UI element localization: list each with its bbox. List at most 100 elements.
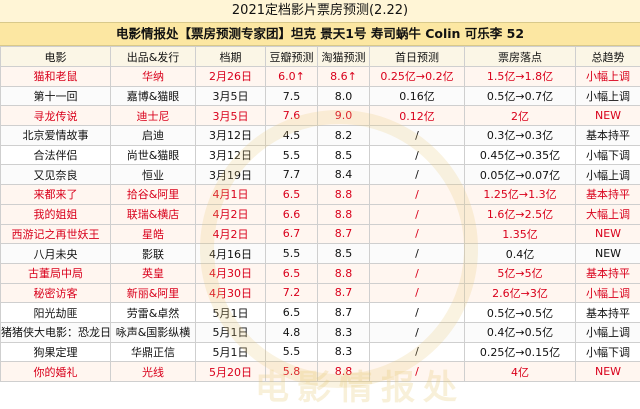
cell-release-date: 3月5日 bbox=[196, 106, 266, 126]
cell-first-day: 0.16亿 bbox=[370, 86, 465, 106]
cell-distributor: 影联 bbox=[111, 244, 196, 264]
cell-distributor: 英皇 bbox=[111, 263, 196, 283]
header-release-date: 档期 bbox=[196, 47, 266, 67]
cell-distributor: 华纳 bbox=[111, 67, 196, 87]
cell-box-office: 0.4亿 bbox=[465, 244, 576, 264]
cell-box-office: 0.3亿→0.3亿 bbox=[465, 126, 576, 146]
cell-trend: 小幅下调 bbox=[576, 145, 640, 165]
cell-box-office: 0.05亿→0.07亿 bbox=[465, 165, 576, 185]
cell-movie: 第十一回 bbox=[1, 86, 111, 106]
cell-movie: 秘密访客 bbox=[1, 283, 111, 303]
cell-douban: 5.8 bbox=[266, 362, 318, 382]
cell-movie: 来都来了 bbox=[1, 185, 111, 205]
cell-first-day: / bbox=[370, 204, 465, 224]
cell-douban: 7.7 bbox=[266, 165, 318, 185]
cell-box-office: 0.45亿→0.35亿 bbox=[465, 145, 576, 165]
header-taomao: 淘猫预测 bbox=[318, 47, 370, 67]
cell-distributor: 咏声&国影纵横 bbox=[111, 322, 196, 342]
cell-taomao: 8.0 bbox=[318, 86, 370, 106]
cell-douban: 4.5 bbox=[266, 126, 318, 146]
cell-first-day: / bbox=[370, 126, 465, 146]
cell-douban: 6.0↑ bbox=[266, 67, 318, 87]
cell-distributor: 拾谷&阿里 bbox=[111, 185, 196, 205]
cell-trend: 小幅上调 bbox=[576, 283, 640, 303]
header-douban: 豆瓣预测 bbox=[266, 47, 318, 67]
cell-taomao: 8.8 bbox=[318, 362, 370, 382]
cell-movie: 寻龙传说 bbox=[1, 106, 111, 126]
cell-distributor: 尚世&猫眼 bbox=[111, 145, 196, 165]
cell-distributor: 嘉博&猫眼 bbox=[111, 86, 196, 106]
cell-douban: 7.6 bbox=[266, 106, 318, 126]
cell-box-office: 0.4亿→0.5亿 bbox=[465, 322, 576, 342]
cell-distributor: 华鼎正信 bbox=[111, 342, 196, 362]
cell-release-date: 4月16日 bbox=[196, 244, 266, 264]
cell-taomao: 9.0 bbox=[318, 106, 370, 126]
cell-taomao: 8.3 bbox=[318, 322, 370, 342]
cell-first-day: / bbox=[370, 322, 465, 342]
cell-trend: 基本持平 bbox=[576, 185, 640, 205]
cell-first-day: / bbox=[370, 165, 465, 185]
cell-trend: 小幅下调 bbox=[576, 342, 640, 362]
cell-trend: NEW bbox=[576, 362, 640, 382]
cell-trend: NEW bbox=[576, 224, 640, 244]
cell-trend: 小幅上调 bbox=[576, 86, 640, 106]
cell-box-office: 4亿 bbox=[465, 362, 576, 382]
cell-release-date: 3月12日 bbox=[196, 126, 266, 146]
forecast-table: 电影 出品&发行 档期 豆瓣预测 淘猫预测 首日预测 票房落点 总趋势 猫和老鼠… bbox=[0, 46, 640, 382]
cell-trend: NEW bbox=[576, 106, 640, 126]
cell-release-date: 3月12日 bbox=[196, 145, 266, 165]
cell-release-date: 5月1日 bbox=[196, 342, 266, 362]
cell-first-day: / bbox=[370, 185, 465, 205]
cell-release-date: 3月19日 bbox=[196, 165, 266, 185]
cell-taomao: 8.6↑ bbox=[318, 67, 370, 87]
cell-douban: 5.5 bbox=[266, 244, 318, 264]
cell-box-office: 5亿→5亿 bbox=[465, 263, 576, 283]
cell-movie: 我的姐姐 bbox=[1, 204, 111, 224]
cell-box-office: 0.5亿→0.7亿 bbox=[465, 86, 576, 106]
cell-distributor: 星皓 bbox=[111, 224, 196, 244]
cell-trend: 小幅上调 bbox=[576, 322, 640, 342]
header-trend: 总趋势 bbox=[576, 47, 640, 67]
cell-douban: 5.5 bbox=[266, 342, 318, 362]
cell-release-date: 4月30日 bbox=[196, 263, 266, 283]
cell-movie: 猫和老鼠 bbox=[1, 67, 111, 87]
cell-first-day: / bbox=[370, 224, 465, 244]
cell-first-day: / bbox=[370, 263, 465, 283]
cell-first-day: / bbox=[370, 362, 465, 382]
cell-douban: 7.5 bbox=[266, 86, 318, 106]
cell-taomao: 8.8 bbox=[318, 204, 370, 224]
cell-douban: 7.2 bbox=[266, 283, 318, 303]
cell-first-day: 0.12亿 bbox=[370, 106, 465, 126]
table-title: 2021定档影片票房预测(2.22) bbox=[0, 0, 640, 23]
cell-taomao: 8.7 bbox=[318, 224, 370, 244]
cell-release-date: 4月2日 bbox=[196, 204, 266, 224]
cell-movie: 阳光劫匪 bbox=[1, 303, 111, 323]
header-box-office: 票房落点 bbox=[465, 47, 576, 67]
cell-trend: 小幅上调 bbox=[576, 165, 640, 185]
cell-douban: 4.8 bbox=[266, 322, 318, 342]
cell-trend: 基本持平 bbox=[576, 303, 640, 323]
cell-release-date: 4月2日 bbox=[196, 224, 266, 244]
cell-taomao: 8.7 bbox=[318, 283, 370, 303]
cell-taomao: 8.5 bbox=[318, 145, 370, 165]
header-row: 电影 出品&发行 档期 豆瓣预测 淘猫预测 首日预测 票房落点 总趋势 bbox=[1, 47, 640, 67]
cell-trend: NEW bbox=[576, 244, 640, 264]
header-movie: 电影 bbox=[1, 47, 111, 67]
table-subtitle: 电影情报处【票房预测专家团】坦克 景天1号 寿司蜗牛 Colin 可乐李 52 bbox=[0, 23, 640, 46]
cell-trend: 小幅上调 bbox=[576, 67, 640, 87]
cell-box-office: 2亿 bbox=[465, 106, 576, 126]
cell-release-date: 5月1日 bbox=[196, 322, 266, 342]
cell-movie: 古董局中局 bbox=[1, 263, 111, 283]
